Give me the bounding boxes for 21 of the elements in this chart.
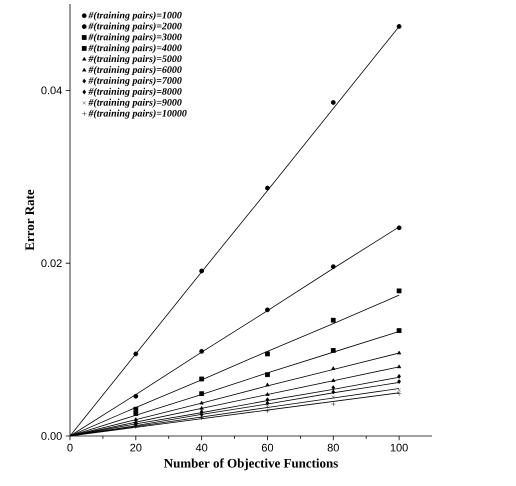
legend-label: #(training pairs)=7000 xyxy=(88,76,182,86)
x-tick-label: 60 xyxy=(262,444,274,452)
y-tick-label: 0.04 xyxy=(41,86,62,94)
legend-label: #(training pairs)=4000 xyxy=(88,44,182,54)
legend-label: #(training pairs)=6000 xyxy=(88,66,182,76)
legend-label: #(training pairs)=3000 xyxy=(88,33,182,42)
legend-label: #(training pairs)=5000 xyxy=(88,55,182,64)
y-axis-title: Error Rate xyxy=(25,190,34,250)
x-tick-label: 20 xyxy=(130,444,142,452)
legend-label: #(training pairs)=1000 xyxy=(88,11,182,21)
x-tick-label: 0 xyxy=(67,444,73,452)
y-tick-label: 0.00 xyxy=(41,432,62,440)
legend-label: #(training pairs)=8000 xyxy=(88,88,182,97)
x-tick-label: 100 xyxy=(390,444,408,452)
x-tick-label: 80 xyxy=(328,444,339,452)
x-tick-label: 40 xyxy=(196,444,208,452)
legend-label: #(training pairs)=2000 xyxy=(88,22,182,32)
x-axis-title: Number of Objective Functions xyxy=(164,458,338,470)
legend-label: #(training pairs)=9000 xyxy=(88,98,182,108)
y-tick-label: 0.02 xyxy=(41,259,62,268)
legend-label: #(training pairs)=10000 xyxy=(88,110,187,119)
